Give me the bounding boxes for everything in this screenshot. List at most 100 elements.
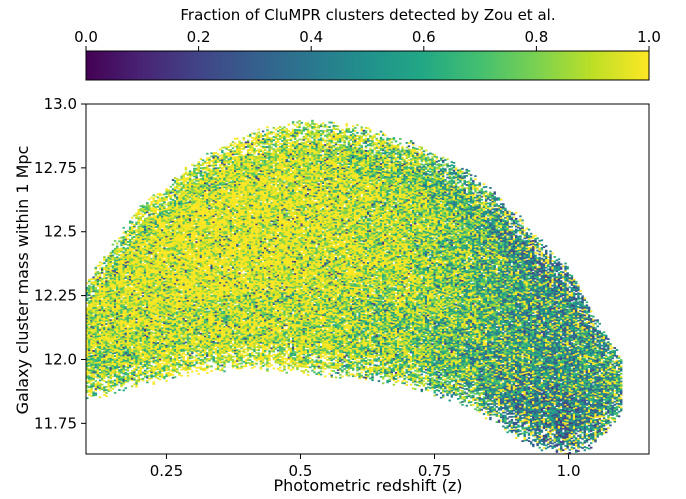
heatmap-cell — [113, 362, 117, 365]
heatmap-cell — [141, 324, 145, 327]
heatmap-cell — [167, 250, 170, 253]
heatmap-cell — [165, 269, 168, 272]
heatmap-cell — [139, 283, 143, 286]
heatmap-cell — [158, 264, 162, 267]
heatmap-cell — [163, 251, 166, 254]
heatmap-cell — [171, 257, 175, 260]
heatmap-cell — [133, 374, 136, 376]
heatmap-cell — [118, 304, 121, 307]
heatmap-cell — [105, 389, 108, 391]
heatmap-cell — [163, 222, 166, 225]
heatmap-cell — [96, 363, 100, 365]
heatmap-cell — [158, 367, 162, 370]
heatmap-cell — [188, 214, 192, 217]
heatmap-cell — [116, 290, 119, 292]
heatmap-cell — [98, 359, 102, 362]
heatmap-cell — [86, 377, 89, 380]
heatmap-cell — [139, 231, 143, 234]
heatmap-cell — [109, 300, 113, 303]
heatmap-cell — [158, 340, 162, 342]
heatmap-cell — [141, 235, 145, 238]
heatmap-cell — [118, 266, 121, 269]
heatmap-cell — [133, 294, 136, 297]
heatmap-cell — [92, 350, 95, 352]
heatmap-cell — [128, 277, 132, 280]
heatmap-cell — [163, 280, 166, 283]
heatmap-cell — [148, 244, 151, 247]
heatmap-cell — [173, 261, 177, 264]
heatmap-cell — [167, 236, 170, 239]
heatmap-cell — [158, 332, 162, 335]
heatmap-cell — [118, 278, 121, 281]
heatmap-cell — [105, 306, 108, 309]
heatmap-cell — [113, 321, 117, 324]
heatmap-cell — [184, 209, 188, 212]
heatmap-cell — [86, 340, 89, 343]
heatmap-cell — [120, 370, 123, 372]
heatmap-cell — [173, 238, 177, 241]
heatmap-cell — [113, 272, 117, 275]
heatmap-cell — [105, 358, 108, 361]
heatmap-cell — [124, 275, 128, 278]
heatmap-cell — [161, 243, 164, 245]
heatmap-cell — [158, 200, 162, 203]
heatmap-cell — [156, 242, 160, 245]
heatmap-cell — [169, 227, 173, 229]
heatmap-cell — [143, 236, 147, 239]
heatmap-cell — [116, 310, 119, 312]
heatmap-cell — [116, 253, 119, 256]
heatmap-cell — [98, 273, 102, 276]
heatmap-cell — [90, 307, 93, 310]
heatmap-cell — [105, 297, 108, 299]
heatmap-cell — [120, 239, 123, 242]
heatmap-cell — [120, 327, 123, 330]
heatmap-cell — [158, 274, 162, 276]
heatmap-cell — [86, 309, 89, 312]
heatmap-cell — [107, 295, 110, 297]
heatmap-cell — [165, 287, 168, 290]
heatmap-cell — [141, 351, 145, 354]
heatmap-cell — [186, 266, 190, 268]
heatmap-cell — [154, 256, 158, 259]
heatmap-cell — [180, 279, 183, 282]
heatmap-cell — [173, 282, 177, 285]
heatmap-cell — [173, 304, 177, 307]
heatmap-cell — [90, 329, 93, 331]
heatmap-cell — [163, 228, 166, 231]
heatmap-cell — [103, 354, 106, 357]
heatmap-cell — [150, 222, 153, 225]
heatmap-cell — [152, 350, 155, 353]
heatmap-cell — [98, 318, 102, 321]
heatmap-cell — [186, 252, 190, 255]
heatmap-cell — [131, 365, 134, 368]
heatmap-cell — [165, 363, 168, 365]
heatmap-cell — [158, 214, 162, 217]
heatmap-cell — [173, 362, 177, 365]
heatmap-cell — [86, 294, 89, 297]
heatmap-cell — [146, 356, 149, 359]
heatmap-cell — [94, 294, 98, 297]
heatmap-cell — [88, 289, 91, 292]
heatmap-cell — [184, 237, 188, 240]
heatmap-cell — [167, 255, 170, 258]
heatmap-cell — [122, 328, 125, 330]
heatmap-cell — [98, 341, 102, 344]
heatmap-cell — [128, 300, 132, 303]
heatmap-cell — [165, 367, 168, 370]
heatmap-cell — [146, 350, 149, 353]
heatmap-cell — [148, 253, 151, 256]
heatmap-cell — [152, 317, 155, 319]
heatmap-cell — [148, 264, 151, 267]
heatmap-cell — [120, 262, 123, 265]
heatmap-cell — [143, 225, 147, 228]
heatmap-cell — [165, 280, 168, 283]
heatmap-cell — [116, 366, 119, 369]
heatmap-cell — [146, 366, 149, 368]
heatmap-cell — [120, 302, 123, 305]
heatmap-cell — [94, 273, 98, 275]
heatmap-cell — [171, 263, 175, 266]
heatmap-cell — [178, 251, 181, 254]
heatmap-cell — [193, 345, 196, 348]
heatmap-cell — [137, 346, 140, 349]
heatmap-cell — [128, 363, 132, 365]
